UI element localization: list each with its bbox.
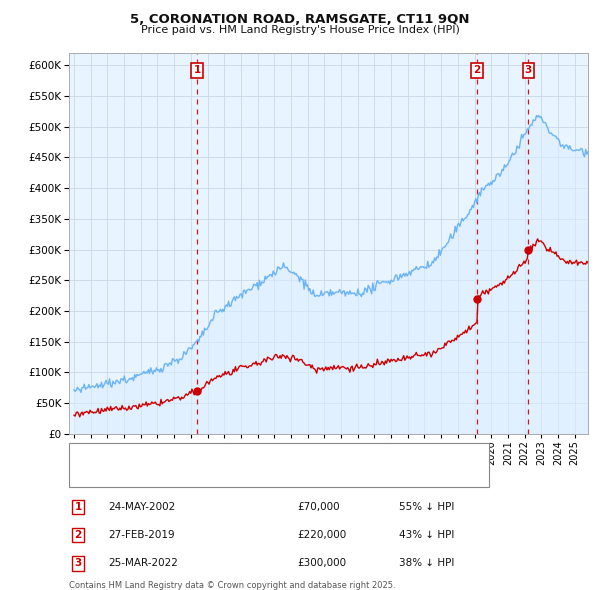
Text: 1: 1	[194, 65, 201, 75]
Text: £220,000: £220,000	[297, 530, 346, 540]
Text: 5, CORONATION ROAD, RAMSGATE, CT11 9QN: 5, CORONATION ROAD, RAMSGATE, CT11 9QN	[130, 13, 470, 26]
Text: 5, CORONATION ROAD, RAMSGATE, CT11 9QN (detached house): 5, CORONATION ROAD, RAMSGATE, CT11 9QN (…	[114, 450, 449, 460]
Text: Price paid vs. HM Land Registry's House Price Index (HPI): Price paid vs. HM Land Registry's House …	[140, 25, 460, 35]
Text: 3: 3	[525, 65, 532, 75]
Text: 3: 3	[74, 559, 82, 568]
Text: £300,000: £300,000	[297, 559, 346, 568]
Text: HPI: Average price, detached house, Thanet: HPI: Average price, detached house, Than…	[114, 470, 343, 479]
Text: 1: 1	[74, 502, 82, 512]
Text: 25-MAR-2022: 25-MAR-2022	[108, 559, 178, 568]
Text: Contains HM Land Registry data © Crown copyright and database right 2025.: Contains HM Land Registry data © Crown c…	[69, 581, 395, 589]
Text: 43% ↓ HPI: 43% ↓ HPI	[399, 530, 454, 540]
Text: 2: 2	[74, 530, 82, 540]
Text: 27-FEB-2019: 27-FEB-2019	[108, 530, 175, 540]
Text: 2: 2	[473, 65, 481, 75]
Text: 24-MAY-2002: 24-MAY-2002	[108, 502, 175, 512]
Text: 55% ↓ HPI: 55% ↓ HPI	[399, 502, 454, 512]
Text: £70,000: £70,000	[297, 502, 340, 512]
Text: 38% ↓ HPI: 38% ↓ HPI	[399, 559, 454, 568]
